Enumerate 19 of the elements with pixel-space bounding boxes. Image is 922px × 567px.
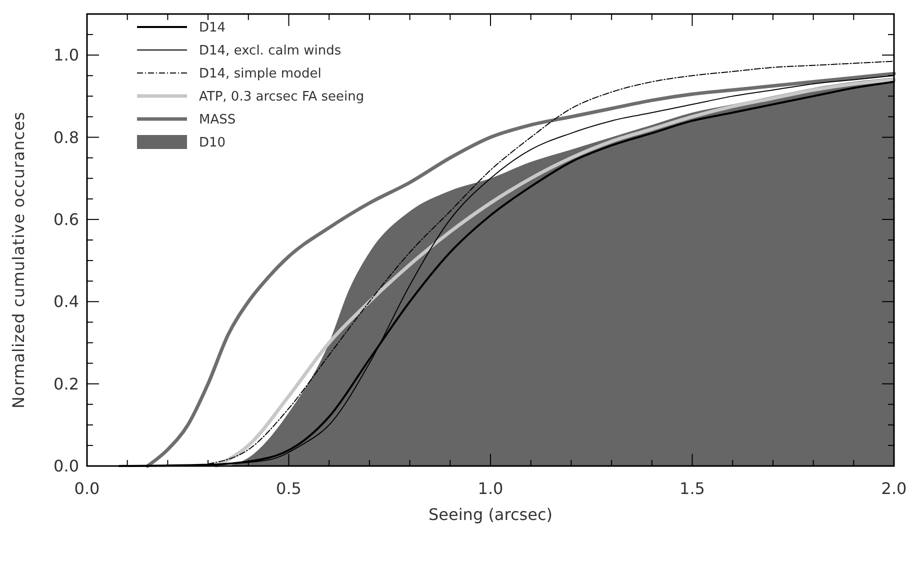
y-tick-label: 0.2 [54, 374, 79, 394]
x-axis-title: Seeing (arcsec) [428, 505, 552, 524]
x-tick-label: 0.5 [276, 479, 302, 498]
legend-label: D14 [199, 20, 226, 36]
x-tick-label: 1.5 [680, 479, 705, 498]
legend-label: D14, simple model [199, 66, 322, 82]
y-tick-label: 0.6 [54, 210, 79, 230]
x-tick-label: 2.0 [881, 479, 907, 498]
legend-label: ATP, 0.3 arcsec FA seeing [199, 90, 364, 105]
legend-label: D14, excl. calm winds [199, 44, 342, 59]
y-axis-title: Normalized cumulative occurances [9, 112, 28, 408]
y-tick-label: 0.0 [54, 456, 79, 476]
x-tick-label: 1.0 [478, 479, 504, 498]
legend-label: MASS [199, 112, 236, 128]
y-tick-label: 1.0 [54, 46, 79, 65]
y-tick-label: 0.4 [54, 292, 79, 312]
y-tick-label: 0.8 [54, 128, 79, 147]
legend-label: D10 [199, 136, 226, 151]
x-tick-label: 0.0 [74, 479, 100, 498]
